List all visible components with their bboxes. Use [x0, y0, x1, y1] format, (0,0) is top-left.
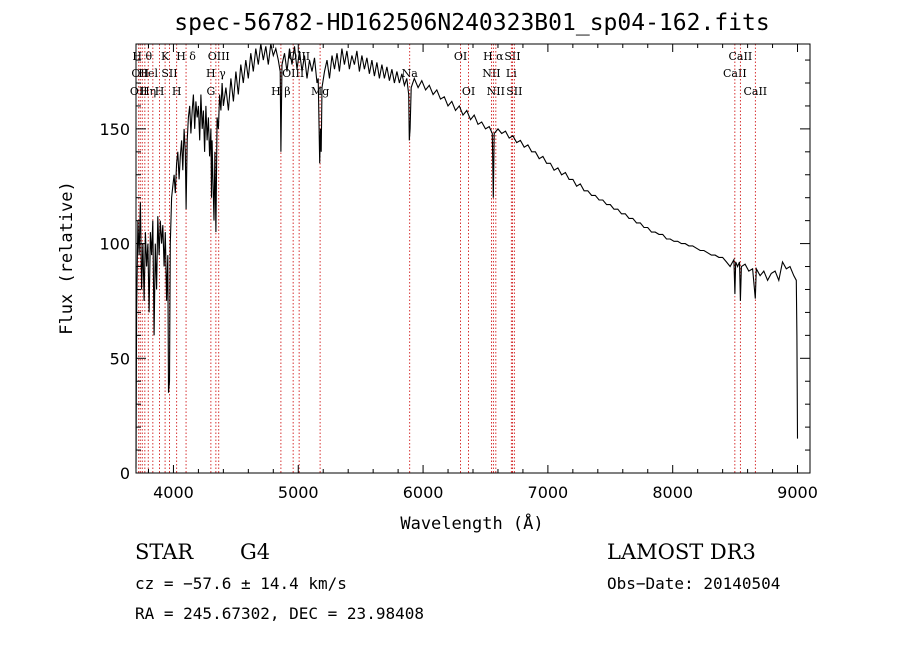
line-label-0: OII	[130, 85, 148, 98]
line-label-15: OIII	[282, 67, 304, 80]
line-label-4: Hel	[138, 67, 158, 80]
line-label-24: Li	[506, 67, 517, 80]
y-axis-label: Flux (relative)	[57, 181, 77, 335]
x-tick-label-0: 4000	[153, 483, 194, 502]
plot-frame	[135, 43, 811, 474]
line-label-6: H	[155, 85, 165, 98]
axis-ticks: 4000 5000 6000 7000 8000 9000 0 50 100 150	[99, 44, 818, 502]
x-tick-label-4: 8000	[652, 483, 693, 502]
y-tick-label-1: 50	[110, 349, 130, 368]
line-label-21: NII	[482, 67, 500, 80]
line-label-7: K	[161, 50, 170, 63]
line-label-22: H α	[483, 50, 504, 63]
y-tick-label-3: 150	[99, 120, 130, 139]
line-label-18: Na	[402, 67, 419, 80]
observation-date: Obs−Date: 20140504	[607, 574, 781, 593]
line-label-19: OI	[454, 50, 467, 63]
line-label-29: CaII	[743, 85, 767, 98]
object-class: STAR	[135, 540, 194, 564]
line-label-8: SII	[161, 67, 177, 80]
line-label-17: Mg	[311, 85, 329, 98]
redshift-readout: cz = −57.6 ± 14.4 km/s	[135, 574, 347, 593]
line-label-11: G	[206, 85, 215, 98]
spectrum-series	[135, 43, 799, 469]
coordinates: RA = 245.67302, DEC = 23.98408	[135, 604, 424, 623]
line-label-27: CaII	[723, 67, 747, 80]
object-subclass: G4	[240, 540, 271, 564]
line-label-5: η	[150, 85, 157, 98]
line-label-2: H θ	[132, 50, 152, 63]
x-tick-label-5: 9000	[777, 483, 818, 502]
line-label-25: SII	[504, 50, 520, 63]
y-tick-label-0: 0	[120, 464, 130, 483]
x-tick-label-1: 5000	[278, 483, 319, 502]
x-axis-label: Wavelength (Å)	[400, 512, 543, 534]
y-tick-label-2: 100	[99, 235, 130, 254]
line-label-12: H γ	[206, 67, 226, 80]
line-label-20: OI	[462, 85, 475, 98]
chart-title: spec-56782-HD162506N240323B01_sp04-162.f…	[174, 10, 769, 36]
line-label-26: SII	[506, 85, 522, 98]
x-tick-label-3: 7000	[528, 483, 569, 502]
line-label-9: H	[172, 85, 182, 98]
x-tick-label-2: 6000	[403, 483, 444, 502]
line-label-3: H	[140, 85, 150, 98]
line-label-13: OIII	[208, 50, 230, 63]
line-label-23: NII	[487, 85, 505, 98]
line-label-28: CaII	[729, 50, 753, 63]
survey-name: LAMOST DR3	[607, 540, 756, 564]
line-label-10: H δ	[176, 50, 196, 63]
